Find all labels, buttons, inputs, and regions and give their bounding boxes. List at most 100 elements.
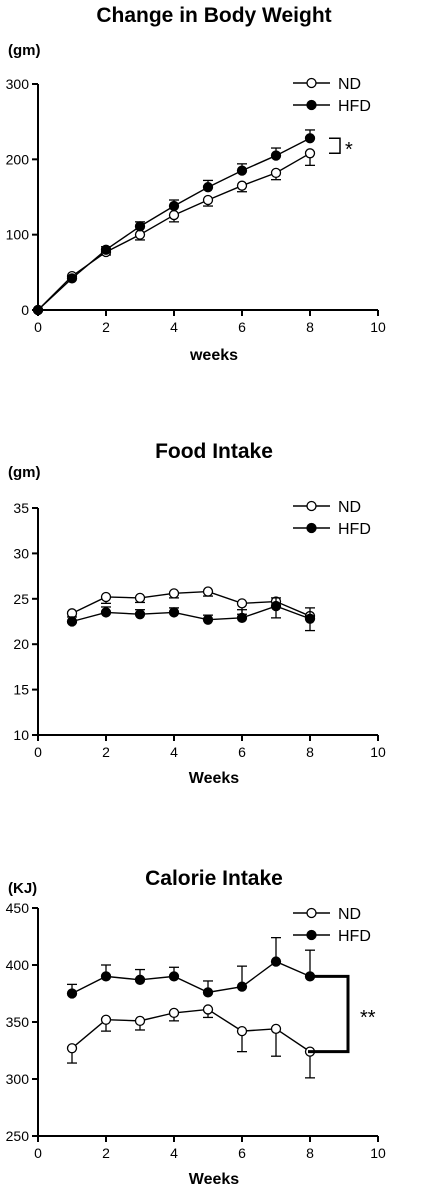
chart-3: Calorie Intake (KJ) 250 300 350 400 450 0 2 4 6 8 10… xyxy=(6,867,386,1188)
data-point xyxy=(134,974,146,985)
data-point xyxy=(168,971,180,982)
legend-marker xyxy=(306,929,317,941)
chart-2: Food Intake (gm) 10 15 20 25 30 35 0 2 4 6 8 10 Weeks N… xyxy=(8,440,386,787)
data-point xyxy=(168,607,180,618)
data-point xyxy=(100,1014,112,1025)
legend-marker xyxy=(306,522,317,534)
data-point xyxy=(236,598,248,609)
x-tick-label: 6 xyxy=(238,1145,246,1161)
y-tick-label: 30 xyxy=(13,545,29,561)
y-tick-label: 25 xyxy=(13,591,29,607)
series-line-hfd xyxy=(71,960,311,995)
chart-title: Change in Body Weight xyxy=(96,4,331,27)
legend-label: ND xyxy=(338,76,361,93)
y-tick-label: 250 xyxy=(6,1128,30,1144)
data-point xyxy=(236,612,248,624)
x-tick-label: 10 xyxy=(370,319,386,335)
data-point xyxy=(304,613,316,624)
data-point xyxy=(270,956,282,967)
x-tick-label: 6 xyxy=(238,319,246,335)
data-point xyxy=(304,133,316,144)
legend-label: ND xyxy=(338,906,361,923)
x-tick-label: 6 xyxy=(238,744,246,760)
data-point xyxy=(66,273,78,284)
data-point xyxy=(202,194,214,206)
data-point xyxy=(236,981,248,992)
x-tick-label: 8 xyxy=(306,744,314,760)
data-point xyxy=(202,586,214,597)
x-tick-label: 4 xyxy=(170,319,178,335)
data-point xyxy=(236,180,248,191)
data-point xyxy=(202,614,214,625)
x-tick-label: 2 xyxy=(102,1145,110,1161)
data-point xyxy=(134,1015,146,1027)
data-point xyxy=(270,167,282,179)
x-tick-label: 0 xyxy=(34,1145,42,1161)
series-line-nd xyxy=(71,1008,311,1053)
x-axis-label: weeks xyxy=(189,347,238,364)
series-line-nd xyxy=(71,590,311,617)
data-point xyxy=(202,1004,214,1015)
y-tick-label: 400 xyxy=(6,957,30,973)
data-point xyxy=(270,1023,282,1034)
data-point xyxy=(66,616,78,627)
data-point xyxy=(270,600,282,612)
chart-title: Food Intake xyxy=(155,440,273,463)
data-point xyxy=(100,971,112,982)
x-tick-label: 4 xyxy=(170,1145,178,1161)
y-tick-label: 300 xyxy=(6,1071,30,1087)
x-tick-label: 8 xyxy=(306,1145,314,1161)
x-axis-label: Weeks xyxy=(189,1171,240,1188)
x-tick-label: 2 xyxy=(102,319,110,335)
data-point xyxy=(236,1025,248,1037)
data-point xyxy=(168,209,180,221)
data-point xyxy=(100,607,112,618)
y-tick-label: 0 xyxy=(21,302,29,318)
data-point xyxy=(134,592,146,604)
y-tick-label: 10 xyxy=(13,727,29,743)
y-tick-label: 300 xyxy=(6,76,30,92)
legend-marker xyxy=(306,907,317,919)
y-tick-label: 35 xyxy=(13,500,29,516)
y-unit-label: (gm) xyxy=(8,464,41,481)
x-axis-label: Weeks xyxy=(189,770,240,787)
legend-label: HFD xyxy=(338,928,371,945)
y-tick-label: 15 xyxy=(13,682,29,698)
legend-label: ND xyxy=(338,499,361,516)
legend-marker xyxy=(306,77,317,89)
data-point xyxy=(236,165,248,176)
significance-bracket xyxy=(308,974,350,1054)
data-point xyxy=(100,591,112,603)
series-nd xyxy=(66,1004,316,1079)
x-tick-label: 10 xyxy=(370,1145,386,1161)
chart-1: Change in Body Weight (gm) 0 100 200 300 0 2 4 6 8… xyxy=(6,4,386,364)
series-nd xyxy=(32,148,316,316)
significance-marker: ** xyxy=(360,1007,376,1029)
series-line-hfd xyxy=(37,137,311,311)
y-unit-label: (gm) xyxy=(8,42,41,59)
y-tick-label: 100 xyxy=(6,227,30,243)
data-point xyxy=(66,988,78,999)
series-hfd xyxy=(66,936,316,999)
series-line-hfd xyxy=(71,605,311,623)
significance-marker: * xyxy=(345,139,353,161)
data-point xyxy=(32,304,44,316)
data-point xyxy=(168,1007,180,1019)
data-point xyxy=(270,150,282,161)
data-point xyxy=(100,244,112,255)
series-line-nd xyxy=(37,152,311,311)
legend-label: HFD xyxy=(338,521,371,538)
chart-title: Calorie Intake xyxy=(145,867,283,890)
data-point xyxy=(168,588,180,599)
x-tick-label: 10 xyxy=(370,744,386,760)
data-point xyxy=(168,200,180,212)
x-tick-label: 2 xyxy=(102,744,110,760)
legend-label: HFD xyxy=(338,98,371,115)
y-tick-label: 200 xyxy=(6,151,30,167)
series-hfd xyxy=(32,129,316,316)
x-tick-label: 4 xyxy=(170,744,178,760)
y-unit-label: (KJ) xyxy=(8,880,37,897)
y-tick-label: 20 xyxy=(13,636,29,652)
data-point xyxy=(304,148,316,159)
